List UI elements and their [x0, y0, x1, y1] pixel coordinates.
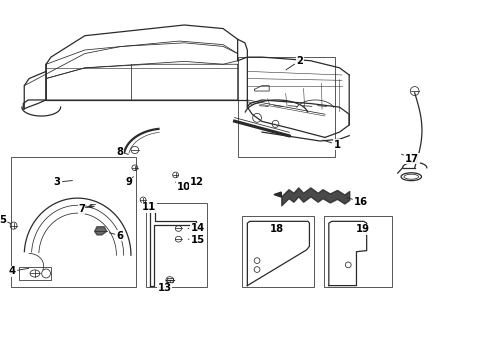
- Text: 3: 3: [54, 177, 72, 187]
- Bar: [146, 203, 207, 287]
- Bar: [237, 57, 334, 157]
- Bar: [11, 157, 136, 287]
- Text: 4: 4: [9, 266, 29, 276]
- Text: 7: 7: [78, 204, 87, 214]
- Polygon shape: [273, 192, 281, 197]
- Text: 9: 9: [125, 177, 133, 187]
- Bar: [19, 267, 51, 280]
- Text: 5: 5: [0, 215, 11, 225]
- Polygon shape: [94, 227, 106, 235]
- Text: 17: 17: [401, 154, 418, 164]
- Text: 18: 18: [269, 224, 283, 234]
- Text: 11: 11: [142, 202, 156, 212]
- Text: 14: 14: [188, 223, 205, 233]
- Text: 8: 8: [117, 147, 128, 157]
- Text: 19: 19: [355, 224, 369, 234]
- Text: 6: 6: [109, 231, 123, 241]
- Text: 15: 15: [188, 235, 205, 245]
- Text: 1: 1: [322, 140, 340, 150]
- Text: 12: 12: [188, 177, 203, 187]
- Text: 13: 13: [158, 282, 171, 293]
- Text: 10: 10: [175, 182, 190, 192]
- Bar: [241, 216, 314, 287]
- Bar: [323, 216, 391, 287]
- Text: 16: 16: [347, 197, 368, 207]
- Text: 2: 2: [286, 56, 302, 70]
